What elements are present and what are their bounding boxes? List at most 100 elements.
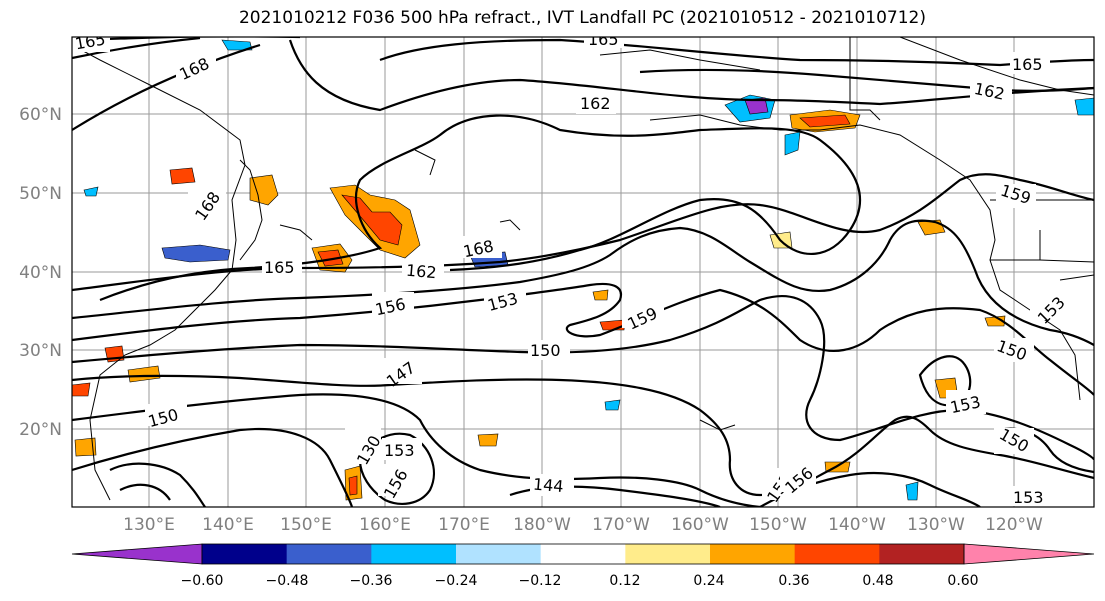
colorbar-extend-max	[963, 543, 1095, 565]
anomaly-blob-negative	[784, 131, 801, 156]
colorbar-tick-label: −0.12	[519, 573, 562, 589]
anomaly-blob-negative	[221, 39, 253, 51]
anomaly-blob-positive	[477, 433, 499, 447]
label-backing	[996, 184, 1036, 208]
colorbar-tick-label: −0.36	[350, 573, 393, 589]
anomaly-blob-positive	[127, 365, 161, 383]
anomaly-blob-positive	[592, 289, 609, 301]
latitude-labels: 60°N 50°N 40°N 30°N 20°N	[19, 105, 62, 440]
label-backing	[378, 464, 412, 496]
label-backing	[1010, 486, 1052, 506]
label-backing	[1030, 292, 1070, 320]
contour-label: 165	[588, 30, 619, 49]
label-backing	[530, 474, 574, 496]
colorbar-frame	[201, 543, 965, 565]
anomaly-blob-positive	[72, 382, 91, 397]
anomaly-fills	[72, 39, 1094, 501]
label-backing	[946, 390, 986, 414]
contour-label: 165	[1012, 55, 1043, 74]
lat-label: 30°N	[19, 341, 62, 361]
map-frame	[71, 36, 1095, 508]
lon-label: 160°E	[359, 515, 411, 535]
colorbar-segment	[879, 544, 965, 564]
colorbar-tick-label: 0.60	[947, 573, 978, 589]
label-backing	[460, 236, 502, 258]
colorbar-segment	[710, 544, 796, 564]
label-backing	[382, 438, 422, 460]
label-backing	[970, 80, 1012, 102]
colorbar-segment	[540, 544, 626, 564]
lon-label: 140°E	[202, 515, 254, 535]
label-backing	[176, 54, 216, 78]
colorbar-segment	[286, 544, 372, 564]
lon-label: 130°E	[123, 515, 175, 535]
label-backing	[72, 37, 110, 52]
lat-label: 50°N	[19, 184, 62, 204]
anomaly-blob-negative	[744, 97, 769, 115]
label-backing	[402, 260, 444, 282]
colorbar	[71, 543, 1095, 565]
colorbar-tick-label: −0.60	[181, 573, 224, 589]
label-backing	[350, 434, 380, 464]
colorbar-ticks: −0.60 −0.48 −0.36 −0.24 −0.12 0.12 0.24 …	[181, 573, 979, 589]
colorbar-tick-label: 0.12	[609, 573, 640, 589]
contour-label: 150	[530, 341, 561, 360]
colorbar-extend-min	[71, 543, 203, 565]
label-backing	[1010, 52, 1050, 74]
label-backing	[484, 288, 526, 310]
label-backing	[188, 188, 226, 218]
anomaly-blob-negative	[83, 186, 99, 197]
label-backing	[380, 358, 422, 384]
label-backing	[372, 292, 414, 314]
lon-label: 170°E	[438, 515, 490, 535]
label-backing	[994, 428, 1034, 454]
anomaly-blob-positive	[799, 114, 851, 128]
contour-label: 153	[384, 441, 415, 460]
label-backing	[576, 94, 616, 114]
label-backing	[780, 462, 816, 492]
lon-label: 130°W	[907, 515, 965, 535]
anomaly-blob-negative	[1074, 97, 1094, 116]
contour-label: 153	[1013, 488, 1044, 507]
colorbar-tick-label: −0.48	[266, 573, 309, 589]
lon-label: 180°W	[513, 515, 571, 535]
label-backing	[994, 338, 1034, 362]
lon-label: 150°W	[749, 515, 807, 535]
contour-label: 144	[532, 475, 564, 497]
contour-label: 165	[264, 258, 295, 277]
colorbar-segment	[202, 544, 288, 564]
contour-labels: 165 168 165 165 162 162 168 159 165 162 …	[72, 29, 1070, 507]
anomaly-blob-positive	[599, 319, 626, 331]
label-backing	[262, 256, 302, 276]
colorbar-segment	[625, 544, 711, 564]
lat-label: 20°N	[19, 420, 62, 440]
colorbar-tick-label: 0.24	[693, 573, 724, 589]
colorbar-tick-label: −0.24	[435, 573, 478, 589]
colorbar-segment	[794, 544, 880, 564]
contour-label: 165	[73, 29, 106, 53]
anomaly-blob-positive	[348, 475, 358, 496]
lon-label: 170°W	[592, 515, 650, 535]
label-backing	[528, 340, 570, 360]
lat-label: 60°N	[19, 105, 62, 125]
label-backing	[622, 304, 664, 328]
lon-label: 160°W	[671, 515, 729, 535]
label-backing	[584, 37, 624, 48]
colorbar-segment	[371, 544, 457, 564]
lat-label: 40°N	[19, 263, 62, 283]
lon-label: 140°W	[828, 515, 886, 535]
contour-label: 162	[580, 94, 611, 113]
anomaly-blob-negative	[604, 399, 621, 411]
map-title: 2021010212 F036 500 hPa refract., IVT La…	[238, 8, 926, 28]
anomaly-blob-positive	[74, 437, 97, 457]
anomaly-blob-positive	[169, 167, 196, 185]
colorbar-tick-label: 0.48	[862, 573, 893, 589]
label-backing	[145, 404, 187, 426]
lon-label: 150°E	[280, 515, 332, 535]
longitude-labels: 130°E 140°E 150°E 160°E 170°E 180°W 170°…	[123, 515, 1043, 535]
anomaly-blob-negative	[905, 481, 919, 501]
anomaly-blob-negative	[161, 244, 231, 263]
colorbar-segment	[456, 544, 542, 564]
anomaly-blob-positive	[249, 174, 279, 206]
